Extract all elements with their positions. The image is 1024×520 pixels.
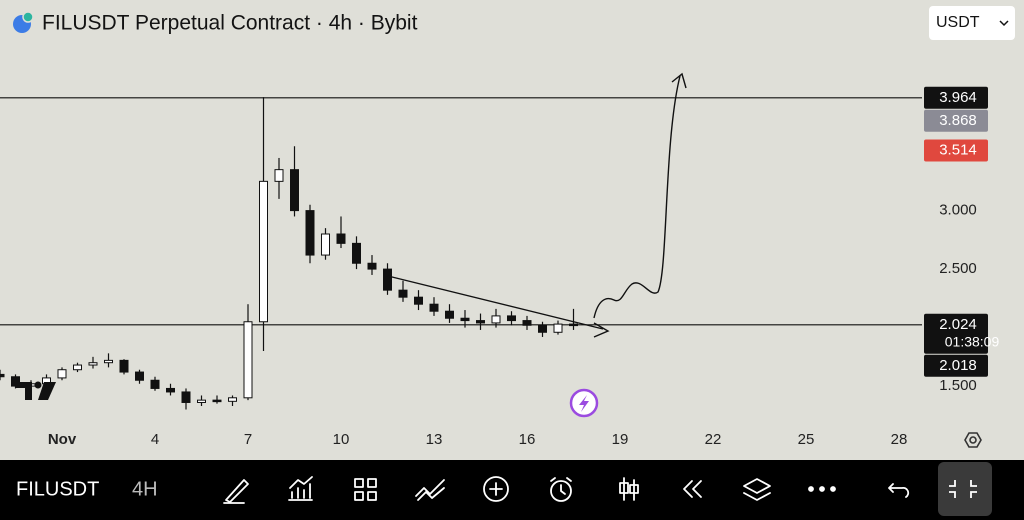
lightning-icon — [579, 395, 589, 412]
x-tick-label: 13 — [426, 431, 443, 448]
x-tick-label: 7 — [244, 431, 252, 448]
countdown-label: 01:38:09 — [945, 333, 1000, 349]
candle-body — [197, 399, 206, 403]
x-tick-label: 28 — [891, 431, 908, 448]
price-label-box — [924, 139, 988, 162]
candle-body — [259, 180, 268, 323]
candle-body — [398, 289, 408, 298]
add-tool[interactable] — [483, 476, 509, 502]
price-label-box — [924, 86, 988, 109]
candle-body — [11, 376, 20, 387]
candle-body — [522, 320, 532, 326]
y-tick-label: 2.500 — [939, 260, 977, 277]
candle-body — [553, 323, 563, 333]
candle-body — [491, 315, 501, 324]
y-tick-label: 1.500 — [939, 377, 977, 394]
toolbar — [0, 460, 1024, 520]
exit-fullscreen-icon — [949, 480, 977, 498]
dropdown-caret — [999, 20, 1009, 27]
candle-body — [414, 296, 423, 305]
toolbar-interval[interactable]: 4H — [132, 478, 158, 500]
currency-select[interactable] — [929, 6, 1015, 40]
x-tick-label: 25 — [798, 431, 815, 448]
price-label-box — [924, 313, 988, 354]
candle-body — [212, 399, 222, 403]
candle-body — [150, 379, 160, 389]
y-tick-label: 3.000 — [939, 202, 977, 219]
price-label: 2.018 — [939, 357, 977, 374]
candle-body — [383, 268, 392, 291]
chart-background — [0, 0, 1024, 460]
candle-body — [336, 233, 346, 244]
candle-body — [228, 397, 237, 402]
candle-body — [321, 233, 330, 256]
candle-body — [57, 369, 67, 379]
x-tick-label: 22 — [705, 431, 722, 448]
x-tick-label: 16 — [519, 431, 536, 448]
candle-body — [352, 242, 361, 264]
candle-body — [88, 362, 98, 366]
settings-button[interactable] — [964, 432, 982, 448]
forecast-arrow — [593, 72, 687, 319]
more-tool[interactable] — [830, 486, 836, 492]
trend-line — [387, 275, 610, 338]
candle-body — [367, 262, 377, 270]
compare-tool[interactable] — [415, 479, 445, 501]
undo-tool[interactable] — [888, 483, 910, 498]
alert-tool[interactable] — [550, 480, 572, 502]
candle-body — [445, 310, 454, 319]
candle-body — [507, 315, 516, 322]
candle-body — [538, 324, 547, 333]
candle-body — [73, 364, 82, 371]
candle-body — [119, 359, 129, 373]
candle-body — [0, 373, 5, 378]
candle-body — [135, 371, 144, 381]
currency-label: USDT — [936, 14, 980, 31]
fullscreen-button[interactable] — [938, 462, 992, 516]
candle-body — [460, 317, 470, 322]
price-label-box — [924, 109, 988, 132]
price-label-box — [924, 354, 988, 377]
x-tick-label: 10 — [333, 431, 350, 448]
exchange-icon — [22, 11, 34, 23]
replay-tool[interactable] — [683, 480, 702, 498]
price-label: 2.024 — [939, 316, 977, 333]
draw-tool[interactable] — [223, 479, 249, 504]
chart-title: FILUSDT Perpetual Contract · 4h · Bybit — [42, 12, 418, 35]
chart-type-tool[interactable] — [619, 477, 639, 501]
x-tick-label: 19 — [612, 431, 629, 448]
tradingview-logo — [16, 381, 56, 400]
price-label: 3.514 — [939, 141, 977, 158]
layers-tool[interactable] — [743, 478, 771, 501]
toolbar-symbol[interactable]: FILUSDT — [16, 478, 99, 500]
candle-body — [104, 359, 113, 364]
candle-body — [569, 323, 578, 327]
candle-body — [243, 321, 253, 399]
candle-body — [274, 169, 284, 182]
indicators-tool[interactable] — [288, 476, 313, 501]
layout-tool[interactable] — [354, 478, 377, 501]
candle-body — [305, 210, 315, 256]
candle-body — [166, 387, 175, 393]
candle-body — [181, 391, 191, 403]
candle-body — [290, 169, 299, 212]
candle-body — [429, 303, 439, 312]
x-tick-label: Nov — [48, 431, 77, 448]
x-tick-label: 4 — [151, 431, 159, 448]
price-label: 3.868 — [939, 112, 977, 129]
price-label: 3.964 — [939, 89, 977, 106]
candle-body — [476, 320, 485, 324]
plot: Nov 4 7 10 13 16 19 22 25 28 3.000 2.500 1.500 3.964 2… — [0, 86, 1000, 448]
